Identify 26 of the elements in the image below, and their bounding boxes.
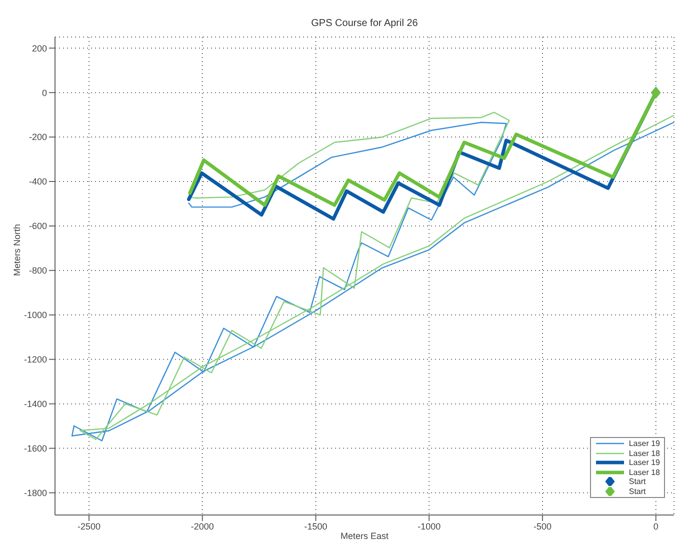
x-tick-label: -1000: [418, 521, 441, 532]
y-tick-label: -400: [28, 176, 47, 187]
legend-label: Start: [628, 477, 646, 486]
y-tick-label: -800: [28, 266, 47, 276]
legend-label: Start: [628, 486, 646, 496]
x-tick-label: -2500: [77, 521, 101, 532]
y-tick-label: -1400: [24, 399, 47, 410]
x-tick-label: -1500: [304, 521, 328, 532]
legend-label: Laser 18: [628, 468, 660, 477]
legend-label: Laser 19: [628, 458, 660, 468]
x-tick-label: -2000: [190, 521, 214, 532]
y-tick-label: -200: [28, 132, 47, 142]
x-tick-label: 0: [653, 521, 658, 532]
y-tick-label: -1600: [24, 443, 47, 454]
y-tick-label: 200: [32, 43, 47, 54]
y-axis-title: Meters North: [12, 224, 22, 276]
legend-label: Laser 18: [628, 448, 660, 458]
y-tick-label: 0: [42, 88, 47, 98]
y-tick-label: -600: [28, 221, 47, 232]
legend-label: Laser 19: [628, 439, 660, 448]
y-tick-label: -1000: [24, 310, 47, 320]
x-tick-label: -500: [533, 521, 552, 532]
y-tick-label: -1800: [24, 488, 47, 498]
chart-title: GPS Course for April 26: [310, 18, 419, 29]
y-tick-label: -1200: [24, 354, 47, 365]
x-axis-title: Meters East: [340, 531, 390, 541]
